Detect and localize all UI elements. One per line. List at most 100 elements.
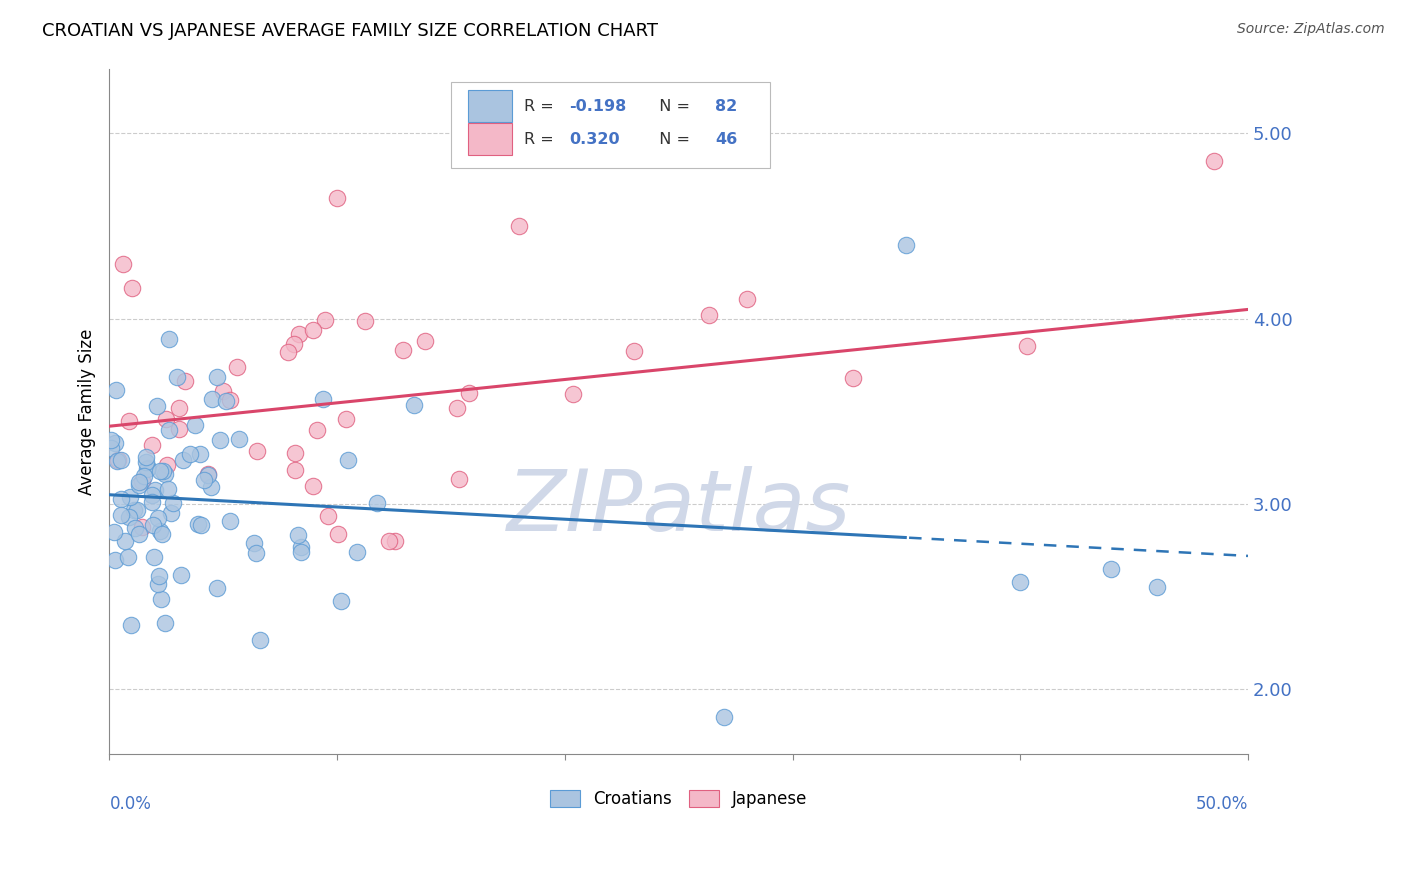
Point: [104, 553, 127, 567]
Point: [207, 581, 229, 595]
Point: [290, 545, 312, 559]
Point: [1015, 338, 1038, 352]
Text: Source: ZipAtlas.com: Source: ZipAtlas.com: [1237, 22, 1385, 37]
Point: [378, 534, 401, 549]
Point: [100, 441, 122, 455]
Point: [128, 526, 150, 541]
Point: [142, 549, 165, 564]
Point: [146, 510, 169, 524]
FancyBboxPatch shape: [468, 123, 513, 155]
Point: [290, 540, 312, 554]
Point: [287, 528, 309, 542]
Point: [110, 508, 132, 522]
Point: [284, 463, 307, 477]
Point: [1146, 581, 1168, 595]
Point: [392, 343, 415, 357]
Point: [697, 308, 720, 322]
Point: [148, 577, 170, 591]
Point: [152, 464, 174, 478]
Point: [149, 524, 172, 538]
Point: [173, 375, 195, 389]
Point: [157, 482, 180, 496]
Point: [245, 546, 267, 560]
Point: [110, 453, 132, 467]
Point: [1010, 574, 1032, 589]
Point: [148, 569, 170, 583]
Point: [305, 423, 328, 437]
Point: [211, 384, 233, 399]
Point: [623, 344, 645, 359]
Point: [141, 488, 163, 502]
Point: [153, 615, 176, 630]
Point: [124, 502, 146, 516]
Point: [326, 526, 349, 541]
Point: [156, 458, 179, 472]
Point: [121, 281, 143, 295]
Point: [458, 386, 481, 401]
Point: [120, 490, 142, 504]
Point: [167, 401, 190, 415]
Point: [105, 454, 128, 468]
Point: [141, 495, 163, 509]
Point: [713, 710, 735, 724]
Point: [117, 549, 139, 564]
Legend: Croatians, Japanese: Croatians, Japanese: [543, 783, 814, 814]
Point: [107, 453, 129, 467]
Point: [145, 483, 167, 497]
Text: 0.320: 0.320: [569, 132, 620, 146]
Point: [384, 534, 406, 549]
Text: 50.0%: 50.0%: [1195, 796, 1249, 814]
Text: R =: R =: [524, 132, 558, 146]
Point: [118, 414, 141, 428]
Point: [346, 544, 368, 558]
Point: [114, 534, 136, 549]
Point: [131, 474, 153, 488]
Point: [149, 464, 172, 478]
Point: [249, 633, 271, 648]
Point: [184, 417, 207, 432]
Point: [103, 524, 125, 539]
FancyBboxPatch shape: [451, 82, 770, 168]
Point: [157, 423, 180, 437]
Text: CROATIAN VS JAPANESE AVERAGE FAMILY SIZE CORRELATION CHART: CROATIAN VS JAPANESE AVERAGE FAMILY SIZE…: [42, 22, 658, 40]
Text: R =: R =: [524, 99, 558, 114]
Point: [157, 332, 180, 346]
Point: [172, 453, 194, 467]
Point: [190, 518, 212, 533]
Point: [896, 237, 918, 252]
Point: [318, 508, 340, 523]
Point: [187, 516, 209, 531]
Point: [301, 323, 323, 337]
Point: [136, 460, 159, 475]
Point: [146, 399, 169, 413]
Point: [128, 475, 150, 489]
Point: [128, 478, 150, 492]
Point: [446, 401, 468, 416]
Point: [225, 359, 247, 374]
Point: [125, 503, 148, 517]
Point: [413, 334, 436, 348]
Text: -0.198: -0.198: [569, 99, 627, 114]
Point: [1202, 154, 1225, 169]
Point: [561, 387, 583, 401]
Text: 0.0%: 0.0%: [110, 796, 152, 814]
Point: [288, 326, 311, 341]
FancyBboxPatch shape: [468, 90, 513, 122]
Point: [135, 462, 157, 476]
Point: [735, 293, 758, 307]
Point: [277, 345, 299, 359]
Point: [197, 467, 219, 482]
Point: [335, 412, 357, 426]
Point: [353, 314, 375, 328]
Point: [155, 411, 177, 425]
Point: [337, 453, 360, 467]
Point: [134, 468, 156, 483]
Point: [314, 313, 336, 327]
Point: [329, 594, 352, 608]
Point: [200, 480, 222, 494]
Point: [135, 450, 157, 464]
Text: 82: 82: [716, 99, 737, 114]
Point: [205, 370, 228, 384]
Point: [219, 392, 242, 407]
Point: [197, 467, 219, 482]
